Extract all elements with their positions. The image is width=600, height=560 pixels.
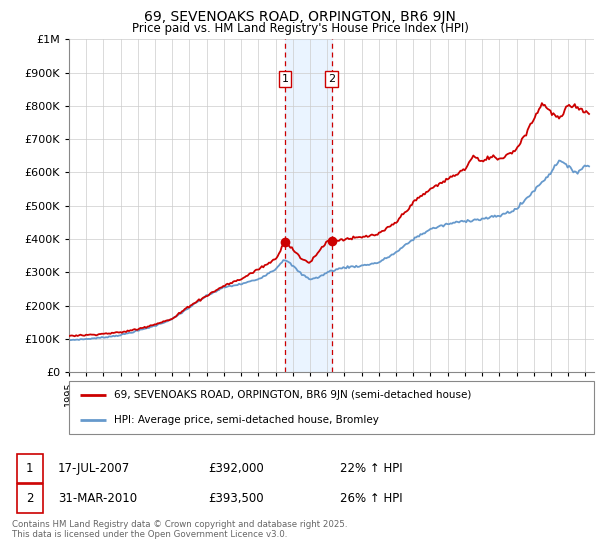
Text: £392,000: £392,000 [208,462,263,475]
Text: 22% ↑ HPI: 22% ↑ HPI [340,462,403,475]
FancyBboxPatch shape [17,454,43,483]
Text: 2: 2 [26,492,34,505]
FancyBboxPatch shape [17,484,43,513]
Text: £393,500: £393,500 [208,492,263,505]
Text: Contains HM Land Registry data © Crown copyright and database right 2025.
This d: Contains HM Land Registry data © Crown c… [12,520,347,539]
Text: 2: 2 [328,74,335,84]
FancyBboxPatch shape [69,381,594,434]
Text: 26% ↑ HPI: 26% ↑ HPI [340,492,403,505]
Text: 69, SEVENOAKS ROAD, ORPINGTON, BR6 9JN (semi-detached house): 69, SEVENOAKS ROAD, ORPINGTON, BR6 9JN (… [113,390,471,400]
Text: 69, SEVENOAKS ROAD, ORPINGTON, BR6 9JN: 69, SEVENOAKS ROAD, ORPINGTON, BR6 9JN [144,10,456,24]
Text: 17-JUL-2007: 17-JUL-2007 [58,462,130,475]
Text: Price paid vs. HM Land Registry's House Price Index (HPI): Price paid vs. HM Land Registry's House … [131,22,469,35]
Text: 1: 1 [26,462,34,475]
Text: HPI: Average price, semi-detached house, Bromley: HPI: Average price, semi-detached house,… [113,414,379,424]
Text: 1: 1 [281,74,289,84]
Bar [285,39,332,372]
Text: 31-MAR-2010: 31-MAR-2010 [58,492,137,505]
